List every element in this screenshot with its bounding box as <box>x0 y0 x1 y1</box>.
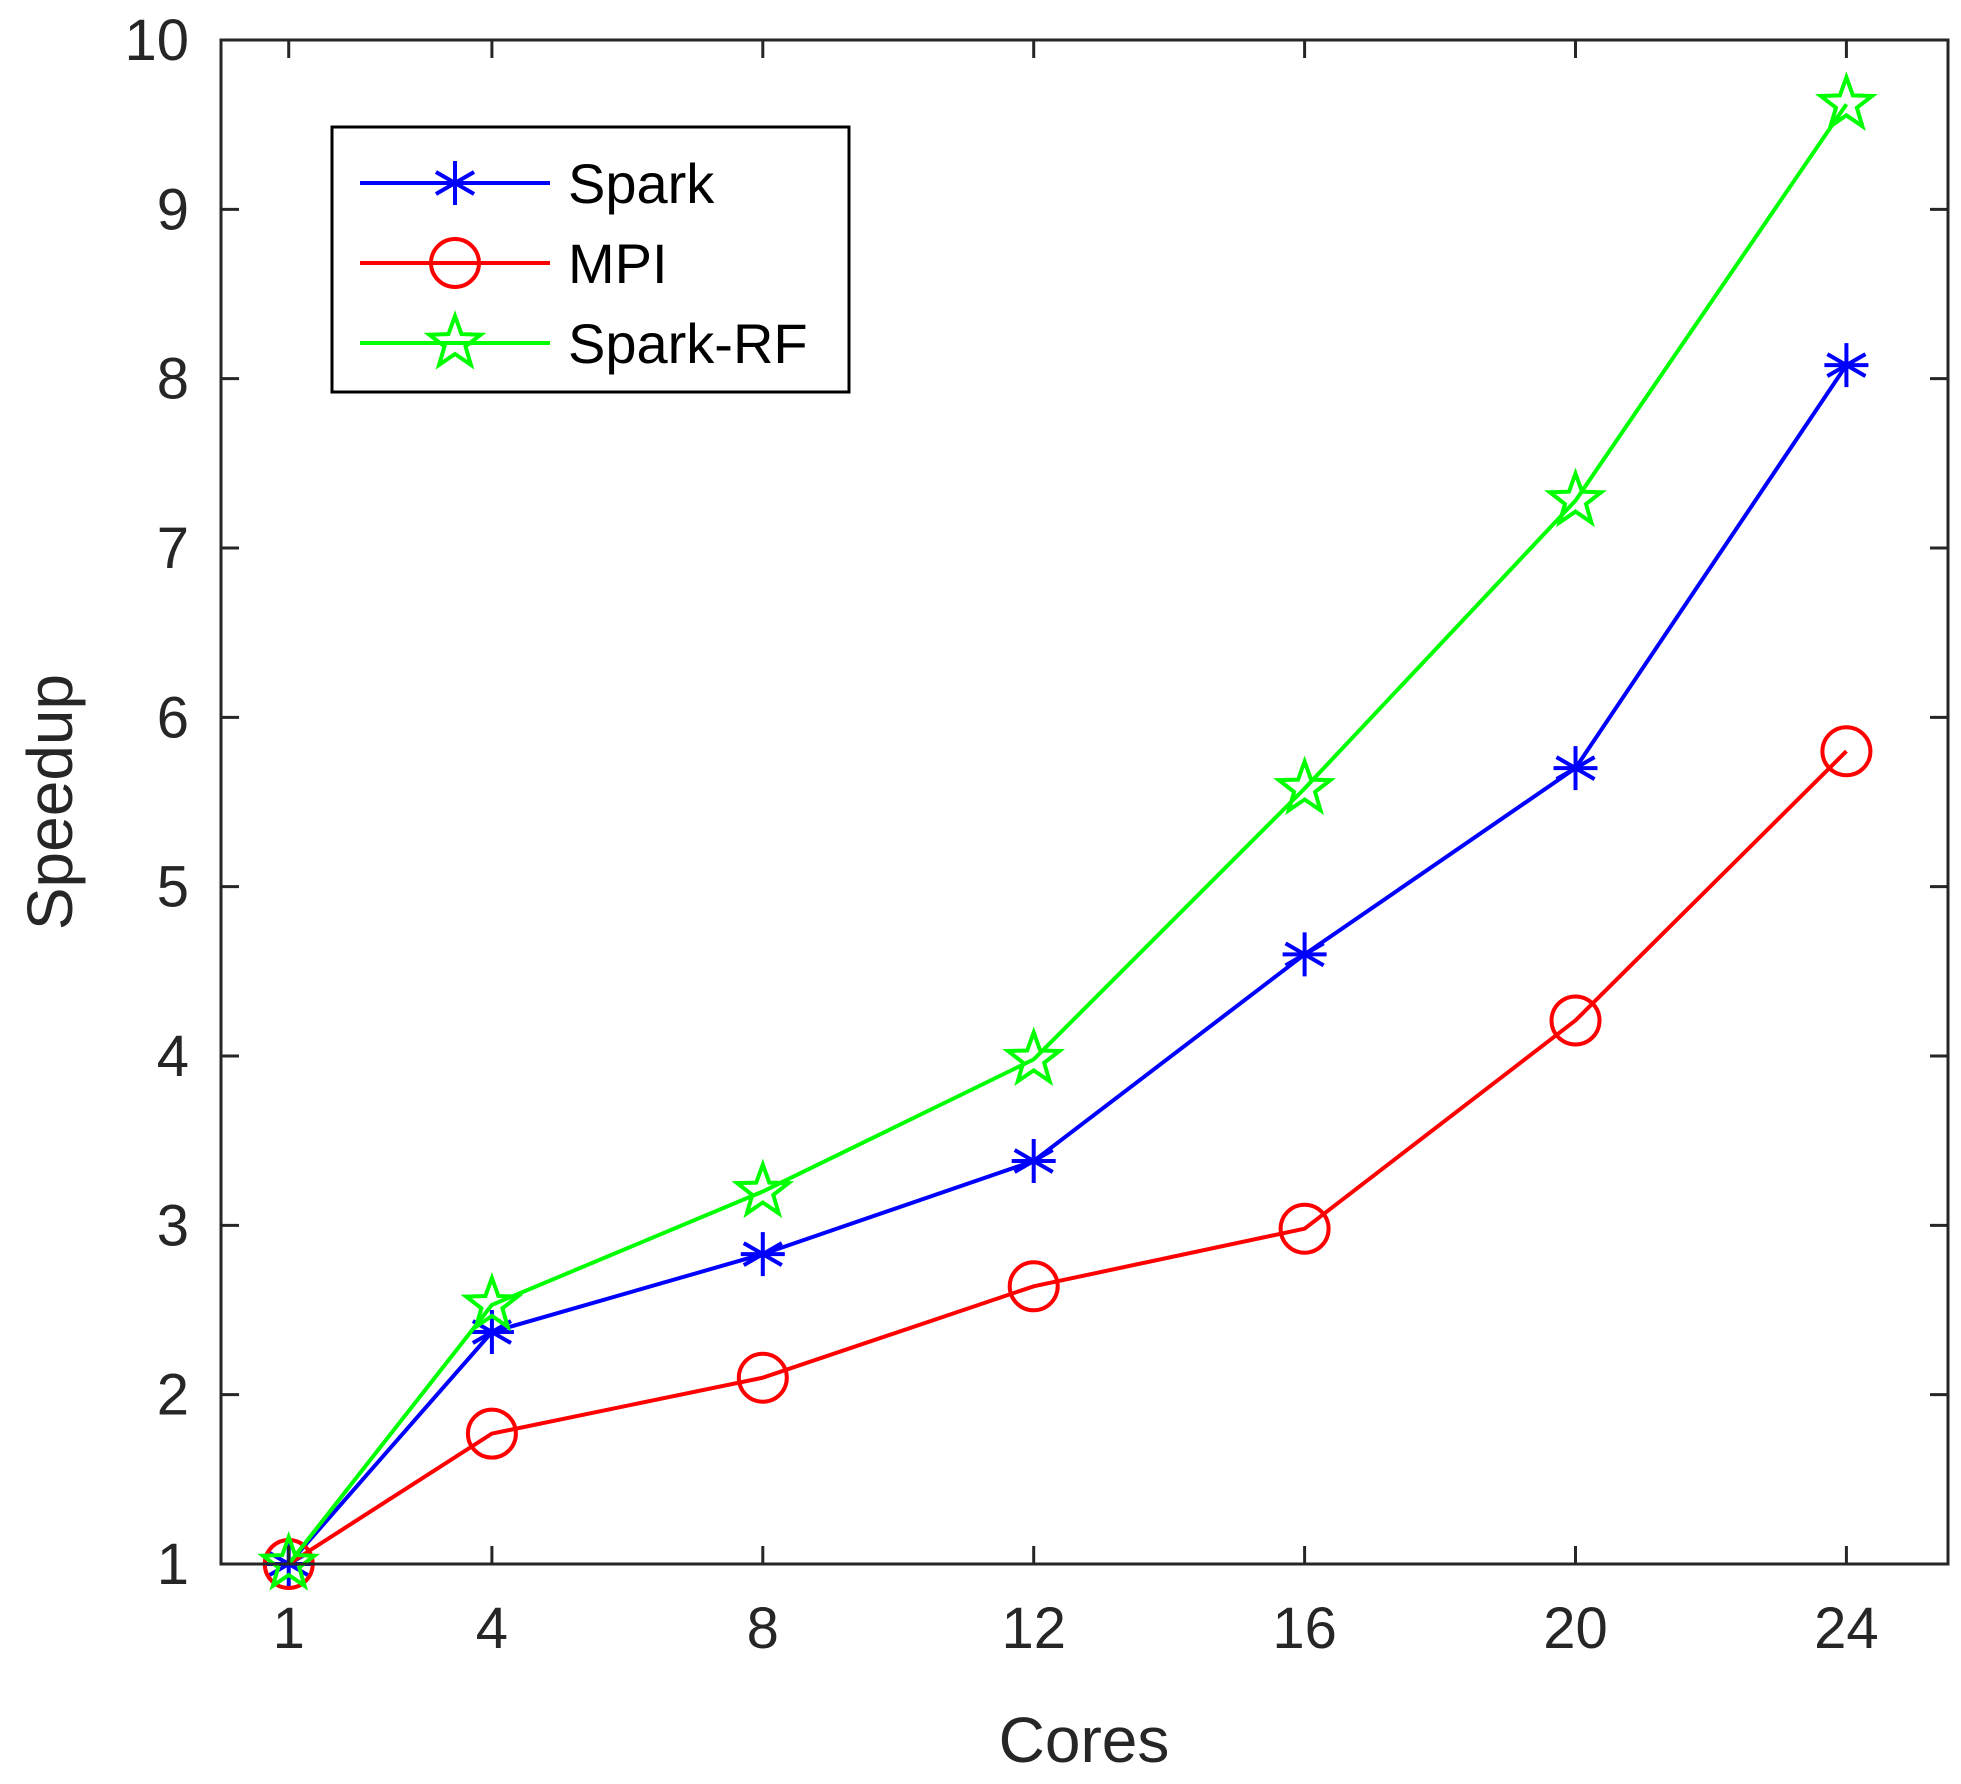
legend-label-mpi: MPI <box>568 232 668 295</box>
legend-marker-spark <box>433 161 477 205</box>
y-tick-label: 1 <box>157 1532 189 1597</box>
series-mpi-point-8 <box>736 1351 789 1404</box>
legend-label-spark: Spark <box>568 152 715 215</box>
series-spark-rf-point-12 <box>1002 1026 1066 1086</box>
series-spark-point-12 <box>1011 1138 1056 1183</box>
series-spark-rf-point-1 <box>257 1531 321 1591</box>
x-tick-label: 24 <box>1814 1596 1879 1661</box>
series-spark-rf-line <box>287 103 1849 1566</box>
x-tick-label: 4 <box>476 1596 508 1661</box>
series-mpi-point-12 <box>1007 1260 1060 1313</box>
legend-marker-mpi <box>429 237 481 289</box>
series-spark-rf-point-16 <box>1273 755 1336 816</box>
y-tick-label: 4 <box>157 1024 189 1089</box>
y-tick-label: 2 <box>157 1363 189 1428</box>
x-tick-label: 20 <box>1543 1596 1608 1661</box>
x-tick-label: 12 <box>1001 1596 1066 1661</box>
series-spark-point-8 <box>740 1232 785 1277</box>
x-tick-label: 16 <box>1272 1596 1337 1661</box>
series-spark-rf <box>257 71 1878 1591</box>
y-tick-label: 10 <box>124 8 189 73</box>
series-mpi-point-24 <box>1820 725 1873 778</box>
legend-entry-mpi: MPI <box>360 232 668 295</box>
series-spark-rf-point-20 <box>1544 467 1607 528</box>
y-axis-title: Speedup <box>14 674 86 930</box>
y-tick-label: 7 <box>157 516 189 581</box>
series-spark-rf-point-24 <box>1815 71 1878 132</box>
legend-marker-spark-rf <box>423 310 487 370</box>
y-tick-label: 9 <box>157 177 189 242</box>
y-tick-label: 8 <box>157 347 189 412</box>
series-spark-point-16 <box>1282 932 1327 977</box>
series-spark-point-20 <box>1553 746 1598 791</box>
series-spark-point-24 <box>1824 343 1869 388</box>
x-tick-label: 1 <box>273 1596 305 1661</box>
y-tick-label: 6 <box>157 685 189 750</box>
legend-label-spark-rf: Spark-RF <box>568 312 808 375</box>
x-tick-label: 8 <box>747 1596 779 1661</box>
series-mpi-point-20 <box>1549 994 1602 1047</box>
legend: Spark MPI Spark-RF <box>330 125 851 394</box>
series-spark-rf-point-8 <box>731 1158 795 1219</box>
axes-box <box>219 38 1950 1566</box>
series-layer <box>257 71 1878 1591</box>
y-tick-label: 5 <box>157 855 189 920</box>
series-mpi-line <box>287 749 1848 1566</box>
y-tick-label: 3 <box>157 1193 189 1258</box>
series-spark-rf-point-4 <box>460 1271 524 1332</box>
legend-entry-spark-rf: Spark-RF <box>360 310 808 375</box>
legend-box <box>330 125 851 394</box>
legend-entry-spark: Spark <box>360 152 715 215</box>
series-mpi-point-16 <box>1278 1202 1331 1255</box>
series-mpi-point-4 <box>465 1407 518 1460</box>
x-axis-title: Cores <box>999 1704 1170 1776</box>
